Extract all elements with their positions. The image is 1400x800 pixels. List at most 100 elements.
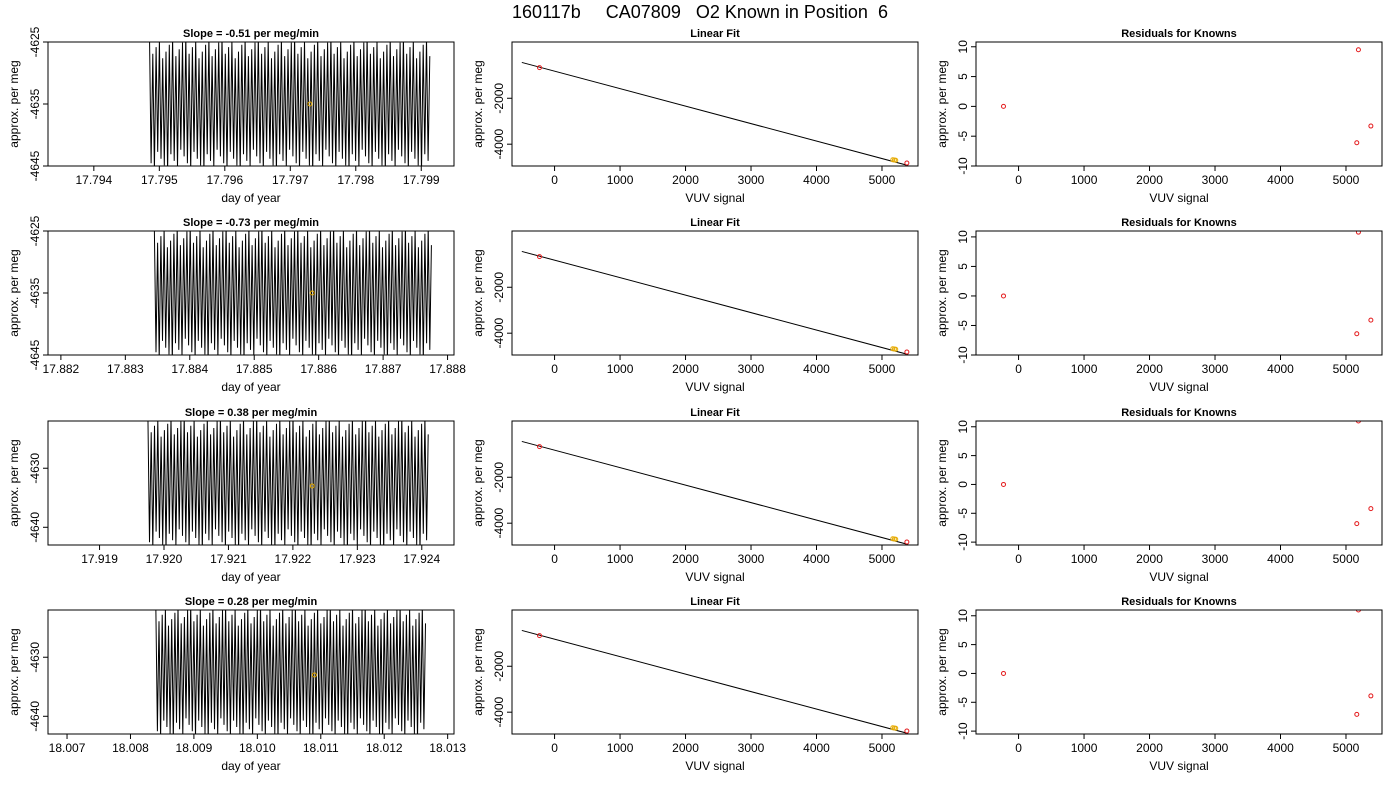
residuals-panel-row-1: Residuals for Knowns 0 1000 2000 3000 4000 500… — [935, 28, 1383, 205]
y-tick-label: 5 — [956, 263, 970, 270]
mean-point-marker — [311, 672, 317, 678]
x-tick-label: 3000 — [738, 552, 765, 566]
x-tick-label: 4000 — [1267, 173, 1294, 187]
y-tick-label: -5 — [956, 508, 970, 519]
panel-title: Residuals for Knowns — [1121, 407, 1237, 419]
y-tick-label: 10 — [956, 40, 970, 54]
time-series-panel-row-3: Slope = 0.38 per meg/min 17.919 17.920 17.9… — [7, 407, 455, 584]
residual-point — [1001, 293, 1007, 299]
plot-frame — [975, 41, 1383, 167]
plot-area — [521, 250, 910, 355]
x-tick-label: 17.794 — [75, 173, 112, 187]
y-tick-label: -4645 — [28, 339, 42, 370]
y-tick-label: -10 — [956, 157, 970, 175]
y-tick-label: -5 — [956, 131, 970, 142]
y-axis-label: approx. per meg — [471, 439, 485, 526]
plot-frame — [511, 230, 919, 356]
residual-point — [1355, 610, 1361, 613]
y-tick-label: -4625 — [28, 26, 42, 57]
x-tick-label: 1000 — [1071, 741, 1098, 755]
x-tick-label: 18.013 — [429, 741, 466, 755]
x-tick-label: 3000 — [738, 741, 765, 755]
x-tick-label: 2000 — [672, 173, 699, 187]
fit-point — [904, 160, 910, 166]
linear-fit-panel-row-2: Linear Fit 0 1000 2000 3000 4000 5000 -4000 -200… — [471, 217, 919, 394]
y-tick-label: 5 — [956, 73, 970, 80]
y-tick-label: -5 — [956, 697, 970, 708]
fit-point — [537, 633, 543, 639]
y-tick-label: 5 — [956, 452, 970, 459]
y-tick-label: -2000 — [492, 462, 506, 493]
plot-area — [149, 42, 431, 166]
y-tick-label: -4630 — [28, 642, 42, 673]
linear-fit-panel-row-3: Linear Fit 0 1000 2000 3000 4000 5000 -4000 -200… — [471, 407, 919, 584]
x-tick-label: 2000 — [672, 362, 699, 376]
y-axis-label: approx. per meg — [471, 249, 485, 336]
x-tick-label: 17.797 — [272, 173, 309, 187]
x-tick-label: 4000 — [1267, 552, 1294, 566]
residual-point — [1001, 670, 1007, 676]
x-tick-label: 0 — [551, 362, 558, 376]
residual-point — [1368, 506, 1374, 512]
y-tick-label: 0 — [956, 670, 970, 677]
panel-title: Residuals for Knowns — [1121, 28, 1237, 40]
residual-point — [1354, 711, 1360, 717]
fit-line — [521, 61, 909, 166]
x-tick-label: 17.798 — [337, 173, 374, 187]
residuals-panel-row-2: Residuals for Knowns 0 1000 2000 3000 4000 500… — [935, 217, 1383, 394]
x-tick-label: 0 — [1015, 552, 1022, 566]
plot-frame — [975, 420, 1383, 546]
plot-area — [153, 231, 432, 355]
y-tick-label: -4640 — [28, 512, 42, 543]
x-tick-label: 18.009 — [176, 741, 213, 755]
x-tick-label: 4000 — [1267, 741, 1294, 755]
x-tick-label: 1000 — [607, 552, 634, 566]
plot-frame — [47, 41, 455, 167]
plot-frame — [511, 41, 919, 167]
x-tick-label: 0 — [551, 173, 558, 187]
x-tick-label: 0 — [1015, 741, 1022, 755]
x-tick-label: 4000 — [1267, 362, 1294, 376]
x-tick-label: 17.888 — [429, 362, 466, 376]
x-tick-label: 17.885 — [236, 362, 273, 376]
x-tick-label: 4000 — [803, 552, 830, 566]
y-tick-label: 10 — [956, 230, 970, 244]
x-tick-label: 0 — [551, 741, 558, 755]
x-axis-label: VUV signal — [685, 380, 744, 394]
y-axis-label: approx. per meg — [7, 249, 21, 336]
y-tick-label: -4000 — [492, 508, 506, 539]
x-tick-label: 17.919 — [81, 552, 118, 566]
x-tick-label: 3000 — [738, 173, 765, 187]
x-tick-label: 1000 — [1071, 552, 1098, 566]
time-series-panel-row-4: Slope = 0.28 per meg/min 18.007 18.008 18.0… — [7, 596, 466, 773]
fit-point — [904, 539, 910, 545]
x-tick-label: 17.796 — [206, 173, 243, 187]
time-series-trace — [149, 42, 431, 166]
y-tick-label: -10 — [956, 346, 970, 364]
panel-title: Linear Fit — [690, 596, 740, 608]
x-axis-label: VUV signal — [685, 759, 744, 773]
x-tick-label: 5000 — [1333, 362, 1360, 376]
fit-point — [893, 346, 899, 352]
x-tick-label: 0 — [551, 552, 558, 566]
x-tick-label: 2000 — [1136, 552, 1163, 566]
x-axis-label: day of year — [221, 191, 280, 205]
x-axis-label: day of year — [221, 759, 280, 773]
x-tick-label: 17.922 — [275, 552, 312, 566]
panel-title: Residuals for Knowns — [1121, 217, 1237, 229]
y-tick-label: -4000 — [492, 318, 506, 349]
x-tick-label: 18.010 — [239, 741, 276, 755]
time-series-trace — [147, 421, 429, 545]
time-series-panel-row-2: Slope = -0.73 per meg/min 17.882 17.883 17.… — [7, 215, 466, 394]
fit-point — [893, 536, 899, 542]
mean-point-marker — [309, 290, 315, 296]
y-axis-label: approx. per meg — [935, 628, 949, 715]
residual-point — [1355, 231, 1361, 235]
residual-point — [1355, 421, 1361, 424]
x-tick-label: 0 — [1015, 173, 1022, 187]
residual-point — [1001, 481, 1007, 487]
x-axis-label: VUV signal — [1149, 570, 1208, 584]
x-tick-label: 2000 — [1136, 173, 1163, 187]
y-tick-label: -10 — [956, 533, 970, 551]
residual-point — [1001, 103, 1007, 109]
